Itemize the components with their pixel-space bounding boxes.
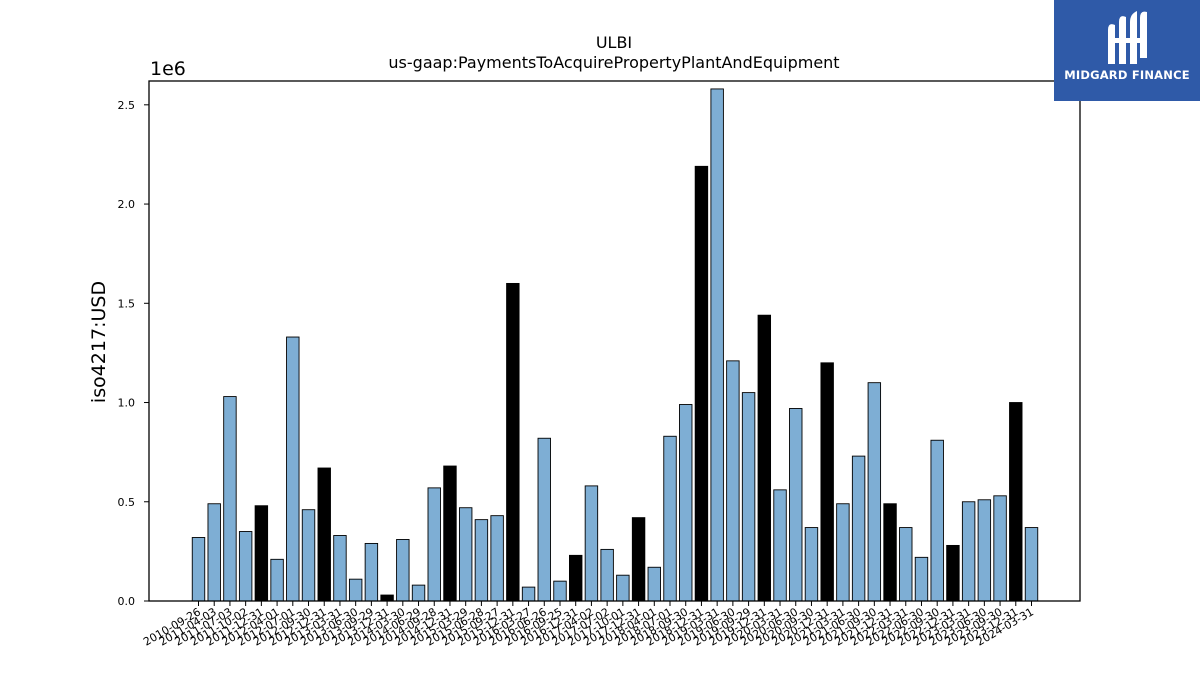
y-tick-label: 2.0: [118, 198, 136, 211]
bar-2013-06-30: [348, 578, 363, 602]
bar-2023-12-31: [1009, 402, 1023, 602]
bar-2019-09-29: [741, 392, 756, 602]
bar-2019-06-30: [726, 360, 740, 602]
bars-group: [191, 88, 1039, 602]
bar-2014-03-30: [396, 539, 410, 602]
bar-2018-09-30: [679, 404, 693, 602]
x-axis-ticks: 2010-09-262011-04-032011-07-032011-10-02…: [141, 601, 1036, 649]
bar-2012-07-01: [286, 336, 300, 602]
bar-2011-12-31: [254, 505, 269, 602]
y-tick-label: 0.5: [118, 496, 136, 509]
plot-frame: [148, 80, 1081, 602]
bar-2017-10-01: [616, 574, 630, 602]
bar-2014-06-29: [411, 584, 426, 602]
bar-2015-09-27: [490, 515, 504, 602]
bar-2020-06-30: [789, 408, 803, 602]
bar-2013-12-31: [380, 594, 394, 602]
bar-2023-06-30: [977, 499, 992, 602]
y-tick-label: 2.5: [118, 99, 136, 112]
y-tick-label: 0.0: [118, 595, 136, 608]
bar-2019-12-31: [757, 314, 772, 602]
bar-2015-03-29: [458, 507, 473, 602]
y-axis-label: iso4217:USD: [88, 281, 110, 403]
bar-2018-07-01: [663, 435, 677, 602]
bar-2014-12-31: [443, 465, 457, 602]
bar-2021-09-30: [867, 382, 882, 602]
bar-2016-03-27: [521, 586, 536, 602]
bar-2022-09-30: [930, 439, 944, 602]
bar-2018-12-31: [694, 165, 709, 602]
brand-logo: MIDGARD FINANCE: [1054, 0, 1200, 101]
bar-2018-04-01: [647, 566, 661, 602]
bar-2021-12-31: [883, 503, 897, 602]
bar-2010-09-26: [191, 537, 206, 602]
bar-2015-06-28: [474, 519, 489, 602]
bar-2022-03-31: [899, 527, 913, 602]
bar-2011-07-03: [223, 396, 237, 602]
bar-2020-12-31: [820, 362, 834, 602]
bar-2012-09-30: [301, 509, 316, 602]
bar-2012-04-01: [270, 558, 284, 602]
bar-2024-03-31: [1024, 527, 1039, 602]
bar-2020-03-31: [773, 489, 787, 602]
y-scale-label: 1e6: [150, 58, 186, 80]
y-tick-label: 1.0: [118, 397, 136, 410]
bar-2016-12-31: [569, 554, 583, 602]
bar-2014-09-28: [427, 487, 441, 602]
bar-2023-09-30: [993, 495, 1007, 602]
y-axis-ticks: 0.0 0.5 1.0 1.5 2.0 2.5: [118, 99, 149, 608]
midgard-logo-icon: [1108, 11, 1147, 65]
bar-2013-09-29: [364, 542, 379, 602]
bar-2012-12-31: [317, 467, 331, 602]
bar-2021-06-30: [851, 455, 866, 602]
bar-2022-06-30: [914, 556, 929, 602]
chart-subtitle: us-gaap:PaymentsToAcquirePropertyPlantAn…: [388, 53, 839, 72]
chart-title: ULBI: [596, 33, 632, 52]
bar-2011-04-03: [207, 503, 221, 602]
bar-2017-12-31: [631, 517, 646, 602]
logo-text: MIDGARD FINANCE: [1064, 68, 1190, 82]
bar-2015-12-31: [506, 282, 520, 602]
y-tick-label: 1.5: [118, 297, 136, 310]
bar-2011-10-02: [238, 531, 253, 602]
bar-2019-03-31: [710, 88, 724, 602]
bar-2020-09-30: [804, 527, 819, 602]
bar-2017-07-02: [600, 548, 614, 602]
bar-2016-06-26: [537, 437, 551, 602]
bar-2013-03-31: [333, 535, 347, 602]
bar-2023-03-31: [961, 501, 976, 602]
bar-2017-04-02: [584, 485, 599, 602]
bar-2022-12-31: [946, 544, 960, 602]
bar-2016-09-25: [553, 580, 567, 602]
bar-2021-03-31: [836, 503, 850, 602]
